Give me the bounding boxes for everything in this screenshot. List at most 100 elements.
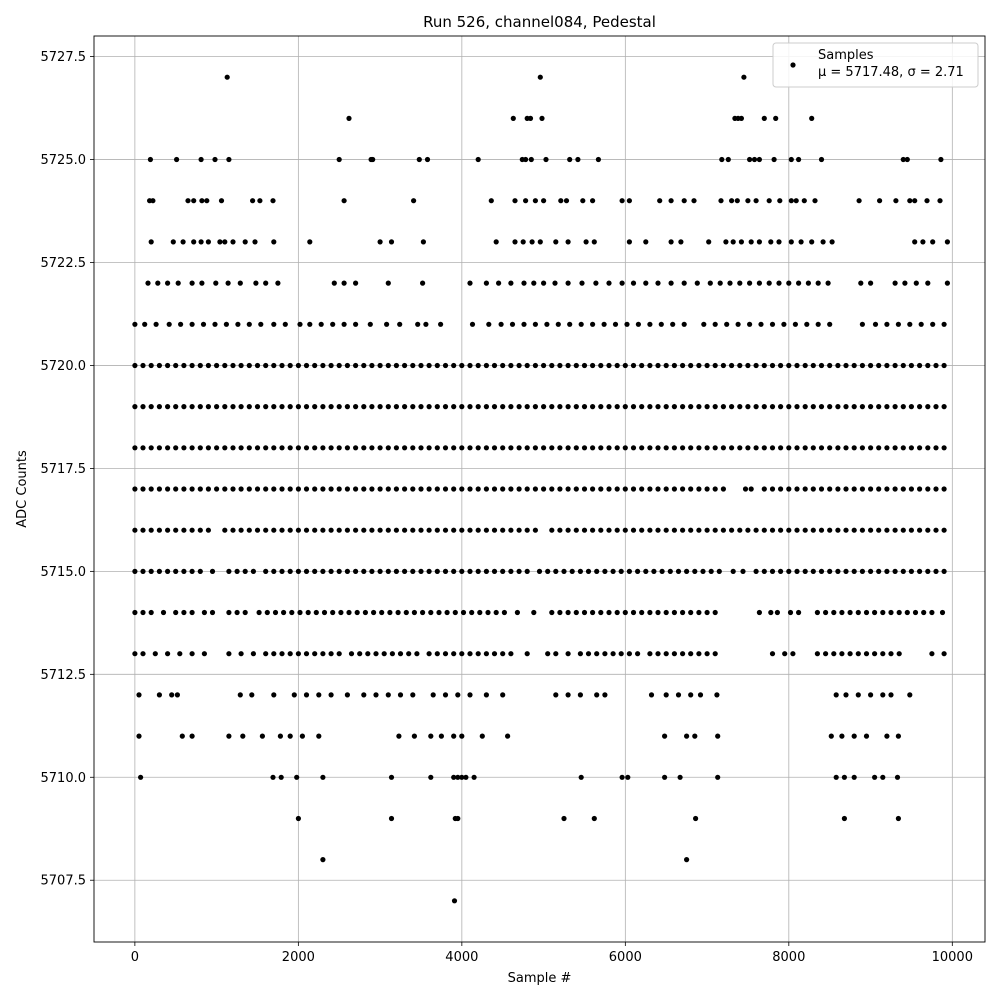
data-point bbox=[344, 486, 350, 492]
data-point bbox=[442, 692, 449, 698]
data-point bbox=[933, 445, 939, 451]
data-point bbox=[678, 239, 684, 245]
data-point bbox=[369, 445, 375, 451]
data-point bbox=[521, 321, 527, 327]
data-point bbox=[794, 486, 800, 492]
data-point bbox=[411, 198, 417, 204]
data-point bbox=[671, 445, 678, 451]
data-point bbox=[491, 445, 498, 451]
data-point bbox=[937, 198, 943, 204]
data-point bbox=[428, 733, 434, 739]
data-point bbox=[467, 527, 473, 533]
data-point bbox=[336, 527, 342, 533]
data-point bbox=[199, 198, 205, 204]
data-point bbox=[181, 527, 187, 533]
data-point bbox=[165, 362, 171, 369]
data-point bbox=[639, 486, 645, 492]
data-point bbox=[798, 239, 804, 245]
data-point bbox=[774, 609, 781, 616]
data-point bbox=[553, 651, 559, 657]
data-point bbox=[573, 445, 579, 451]
data-point bbox=[385, 445, 391, 451]
data-point bbox=[271, 362, 277, 369]
data-point bbox=[396, 733, 402, 739]
data-point bbox=[794, 362, 800, 369]
data-point bbox=[132, 486, 138, 492]
x-tick-label: 0 bbox=[131, 950, 139, 965]
data-point bbox=[913, 280, 919, 286]
data-point bbox=[328, 486, 334, 492]
data-point bbox=[622, 404, 628, 410]
data-point bbox=[667, 568, 673, 575]
data-point bbox=[684, 733, 690, 739]
data-point bbox=[908, 486, 915, 492]
data-point bbox=[295, 651, 301, 657]
data-point bbox=[549, 445, 555, 451]
data-point bbox=[692, 568, 698, 575]
data-point bbox=[565, 445, 571, 451]
data-point bbox=[303, 404, 310, 410]
data-point bbox=[297, 321, 303, 327]
data-point bbox=[810, 445, 816, 451]
data-point bbox=[246, 527, 252, 533]
data-point bbox=[320, 527, 326, 533]
data-point bbox=[688, 527, 694, 533]
data-point bbox=[418, 404, 424, 410]
data-point bbox=[917, 404, 923, 410]
data-point bbox=[353, 280, 359, 286]
data-point bbox=[724, 321, 730, 327]
data-point bbox=[242, 239, 248, 245]
data-point bbox=[536, 568, 543, 575]
data-point bbox=[508, 568, 514, 575]
data-point bbox=[900, 568, 906, 575]
data-point bbox=[794, 445, 800, 451]
data-point bbox=[662, 733, 668, 739]
data-point bbox=[341, 321, 347, 327]
data-point bbox=[353, 445, 359, 451]
data-point bbox=[459, 486, 465, 492]
data-point bbox=[214, 362, 220, 369]
data-point bbox=[944, 239, 951, 245]
data-point bbox=[622, 527, 628, 533]
data-point bbox=[294, 774, 300, 780]
data-point bbox=[459, 362, 465, 369]
data-point bbox=[647, 404, 653, 410]
data-point bbox=[393, 527, 399, 533]
data-point bbox=[712, 445, 718, 451]
data-point bbox=[367, 321, 373, 327]
data-point bbox=[197, 362, 203, 369]
data-point bbox=[855, 692, 861, 698]
data-point bbox=[155, 280, 161, 286]
data-point bbox=[786, 568, 792, 575]
data-point bbox=[479, 733, 485, 739]
data-point bbox=[828, 733, 834, 739]
data-point bbox=[397, 692, 404, 698]
data-point bbox=[197, 445, 203, 451]
data-point bbox=[823, 609, 829, 616]
data-point bbox=[761, 568, 767, 575]
data-point bbox=[189, 362, 195, 369]
data-point bbox=[706, 239, 712, 245]
data-point bbox=[469, 609, 475, 616]
data-point bbox=[843, 527, 849, 533]
data-point bbox=[688, 362, 694, 369]
data-point bbox=[694, 280, 700, 286]
data-point bbox=[434, 486, 440, 492]
data-point bbox=[833, 774, 839, 780]
data-point bbox=[863, 609, 870, 616]
data-point bbox=[591, 815, 597, 822]
data-point bbox=[745, 527, 751, 533]
data-point bbox=[585, 651, 592, 657]
data-point bbox=[483, 651, 489, 657]
data-point bbox=[900, 486, 906, 492]
data-point bbox=[859, 321, 866, 327]
data-point bbox=[643, 568, 649, 575]
ticks-layer: 0 2000 4000 6000 8000 10000 5707.5 5710.0 5712.5… bbox=[41, 50, 973, 965]
data-point bbox=[389, 651, 395, 657]
data-point bbox=[316, 733, 322, 739]
data-point bbox=[766, 198, 772, 204]
data-point bbox=[148, 609, 154, 616]
data-point bbox=[385, 362, 391, 369]
data-point bbox=[138, 774, 144, 780]
data-point bbox=[402, 362, 408, 369]
